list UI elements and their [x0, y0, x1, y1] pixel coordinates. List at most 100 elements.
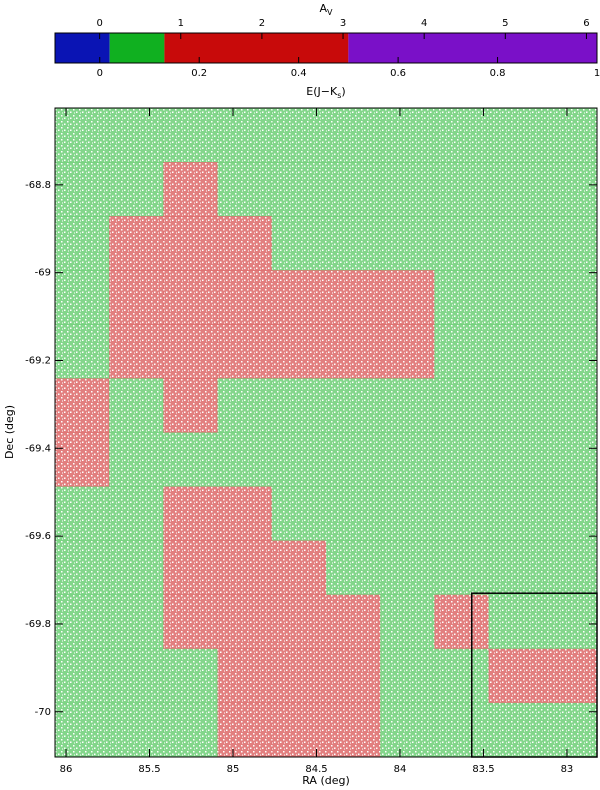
map-speckle	[55, 162, 110, 217]
map-speckle	[380, 324, 435, 379]
map-speckle	[217, 216, 273, 271]
colorbar-frame	[54, 32, 598, 64]
map-speckle	[488, 378, 544, 433]
map-speckle	[488, 594, 544, 650]
map-speckle	[542, 702, 598, 758]
map-speckle	[488, 108, 544, 163]
map-speckle	[380, 540, 435, 596]
map-speckle	[217, 702, 273, 758]
map-speckle	[326, 594, 381, 650]
map-speckle	[434, 324, 490, 379]
map-speckle	[542, 432, 598, 488]
map-speckle	[488, 648, 544, 704]
map-speckle	[434, 108, 490, 163]
y-tick-label: -69	[35, 268, 51, 279]
map-speckle	[163, 270, 219, 325]
map-speckle	[434, 648, 490, 704]
map-speckle	[488, 162, 544, 217]
x-tick-label: 84	[394, 764, 407, 775]
map-speckle	[380, 270, 435, 325]
colorbar-tick-label: 3	[340, 18, 346, 29]
map-speckle	[434, 378, 490, 433]
map-speckle	[217, 432, 273, 488]
map-speckle	[217, 540, 273, 596]
map-speckle	[326, 162, 381, 217]
x-tick-label: 85.5	[138, 764, 160, 775]
map-speckle	[217, 324, 273, 379]
colorbar-segment	[164, 33, 349, 63]
map-speckle	[488, 324, 544, 379]
colorbar-bottom-label: E(J−Ks)	[306, 85, 345, 100]
colorbar-tick-label: 0.4	[291, 68, 307, 79]
x-tick-label: 84.5	[305, 764, 327, 775]
map-speckle	[109, 378, 164, 433]
map-speckle	[488, 702, 544, 758]
map-speckle	[109, 594, 164, 650]
map-speckle	[542, 540, 598, 596]
map-speckle	[326, 216, 381, 271]
map-speckle	[434, 162, 490, 217]
map-speckle	[55, 648, 110, 704]
colorbar-tick-label: 2	[259, 18, 265, 29]
map-speckle	[163, 702, 219, 758]
map-speckle	[109, 702, 164, 758]
map-speckle	[163, 216, 219, 271]
map-speckle	[380, 594, 435, 650]
map-speckle	[434, 486, 490, 542]
colorbar-tick-label: 0.6	[390, 68, 406, 79]
map-speckle	[217, 486, 273, 542]
map-speckle	[326, 432, 381, 488]
x-axis-label: RA (deg)	[302, 774, 350, 787]
y-tick-label: -69.2	[25, 355, 51, 366]
map-speckle	[542, 324, 598, 379]
map-speckle	[163, 324, 219, 379]
map-speckle	[271, 702, 327, 758]
map-speckle	[217, 162, 273, 217]
colorbar-top-label: AV	[319, 2, 333, 17]
map-speckle	[542, 270, 598, 325]
colorbar-tick-label: 0.8	[490, 68, 506, 79]
y-tick-label: -69.8	[25, 619, 51, 630]
map-speckle	[109, 486, 164, 542]
map-speckle	[326, 270, 381, 325]
map-speckle	[326, 702, 381, 758]
map-speckle	[271, 270, 327, 325]
map-speckle	[380, 216, 435, 271]
map-speckle	[55, 486, 110, 542]
map-speckle	[488, 486, 544, 542]
map-speckle	[380, 378, 435, 433]
map-speckle	[55, 324, 110, 379]
map-speckle	[271, 324, 327, 379]
map-speckle	[55, 216, 110, 271]
map-speckle	[109, 432, 164, 488]
region-box	[471, 592, 598, 758]
map-speckle	[55, 540, 110, 596]
map-speckle	[163, 648, 219, 704]
map-speckle	[488, 216, 544, 271]
map-speckle	[109, 216, 164, 271]
map-speckle	[434, 594, 490, 650]
map-speckle	[55, 378, 110, 433]
plot-frame	[54, 107, 598, 758]
map-speckle	[271, 378, 327, 433]
colorbar-tick-label: 6	[583, 18, 589, 29]
map-speckle	[163, 540, 219, 596]
x-tick-label: 86	[60, 764, 73, 775]
map-speckle	[326, 540, 381, 596]
map-speckle	[542, 486, 598, 542]
map-speckle	[163, 432, 219, 488]
map-speckle	[542, 108, 598, 163]
map-speckle	[217, 378, 273, 433]
map-speckle	[271, 432, 327, 488]
map-speckle	[217, 270, 273, 325]
map-speckle	[271, 108, 327, 163]
map-speckle	[434, 702, 490, 758]
colorbar-tick-label: 1	[594, 68, 600, 79]
map-speckle	[55, 702, 110, 758]
map-speckle	[542, 648, 598, 704]
x-tick-label: 85	[227, 764, 240, 775]
map-speckle	[55, 270, 110, 325]
map-speckle	[542, 216, 598, 271]
map-speckle	[380, 432, 435, 488]
